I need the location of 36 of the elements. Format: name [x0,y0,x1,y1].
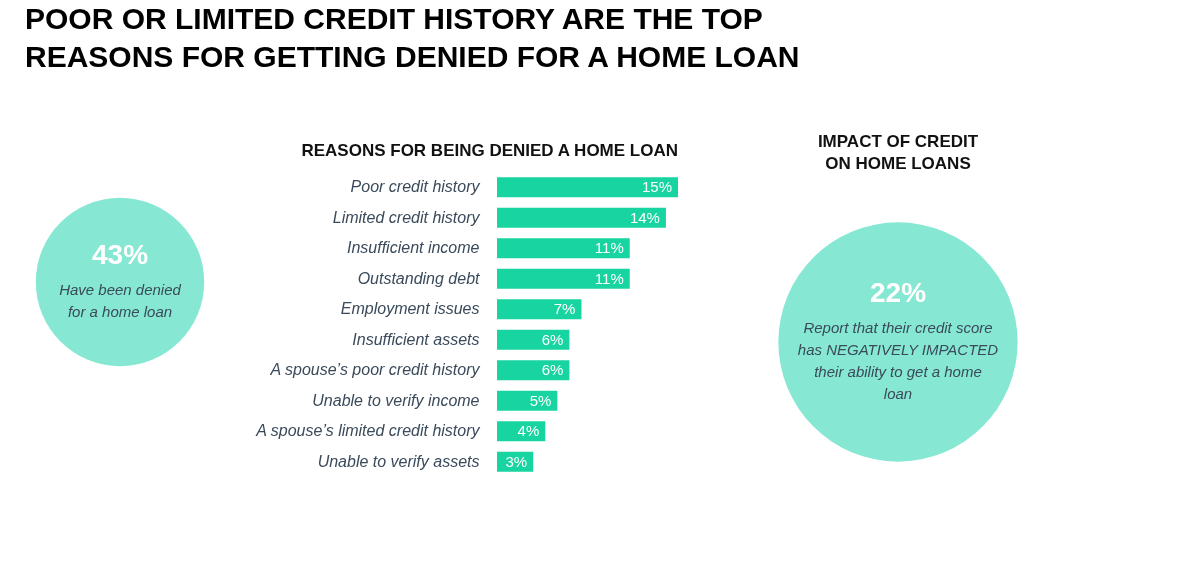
y-tick-label: Unable to verify assets [317,452,480,470]
text: Report that their credit score [803,319,993,336]
y-tick-label: Poor credit history [350,178,481,196]
y-tick-label: Limited credit history [332,208,481,226]
bar [497,177,678,198]
chart-subtitle: REASONS FOR BEING DENIED A HOME LOAN [301,141,678,160]
text: 43% [91,239,149,270]
data-label: 11% [594,239,624,257]
data-label: 6% [541,330,564,348]
bar [497,299,582,320]
y-tick-label: Insufficient income [346,239,480,257]
data-label: 14% [629,208,660,226]
text: has NEGATIVELY IMPACTED [797,341,999,358]
data-label: 3% [505,452,528,470]
data-label: 15% [641,178,672,196]
text: IMPACT OF CREDIT ON HOME LOANS [817,132,979,173]
y-tick-label: Outstanding debt [357,269,481,287]
y-tick-label: Unable to verify income [312,391,480,409]
bar [497,207,666,228]
y-tick-label: Insufficient assets [352,330,480,348]
data-label: 11% [594,269,624,287]
data-label: 5% [529,391,552,409]
text: their ability to get a home [814,363,982,380]
text: Have been denied [59,281,182,298]
y-tick-label: A spouse’s limited credit history [255,422,481,440]
text: for a home loan [67,303,173,320]
data-label: 6% [541,361,564,379]
data-label: 4% [517,422,540,440]
text: loan [883,385,913,402]
y-tick-label: Employment issues [340,300,480,318]
data-label: 7% [553,300,576,318]
y-tick-label: A spouse’s poor credit history [269,361,481,379]
text: 22% [869,277,927,308]
bar [497,268,630,289]
bar [497,238,630,259]
chart-title: POOR OR LIMITED CREDIT HISTORY ARE THE TOP REASONS FOR GETTING DENIED FOR A HOME LOAN [25,2,800,73]
